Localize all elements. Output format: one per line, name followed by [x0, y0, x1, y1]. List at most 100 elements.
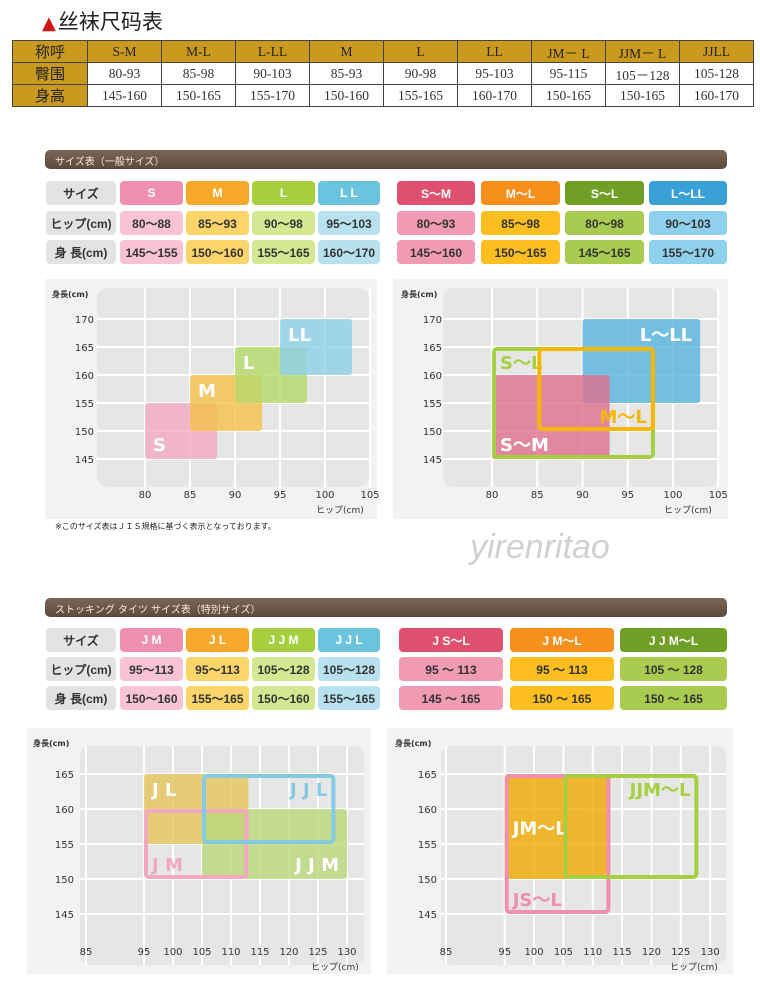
size-value: 95 ～ 113: [510, 657, 614, 681]
row-header-cell: 称呼: [12, 40, 88, 63]
size-badge: L～LL: [649, 181, 727, 205]
size-badge: S～M: [397, 181, 475, 205]
size-range-label: M: [198, 381, 216, 402]
row-label: 身 長(cm): [46, 686, 116, 710]
table-cell: 105-128: [679, 62, 754, 85]
y-tick-label: 165: [418, 770, 437, 781]
row-label: ヒップ(cm): [46, 211, 116, 235]
size-range-label: J M: [150, 855, 183, 876]
special-size-banner: ストッキング タイツ サイズ表（特別サイズ）: [45, 598, 727, 617]
size-value: 90～103: [649, 211, 727, 235]
size-range-label: JS～L: [511, 890, 562, 911]
x-tick-label: 105: [709, 490, 728, 501]
chart-3: 85 95 100 105 110 115 120 125 130 145 150 155 160 165…: [395, 738, 726, 973]
table-cell: M-L: [161, 40, 236, 63]
x-tick-label: 85: [531, 490, 544, 501]
x-tick-label: 90: [576, 490, 589, 501]
y-axis-label: 身長(cm): [52, 289, 88, 299]
x-tick-label: 95: [274, 490, 287, 501]
x-tick-label: 100: [163, 947, 182, 958]
size-badge: M: [186, 181, 249, 205]
x-tick-label: 85: [80, 947, 93, 958]
size-value: 150～165: [481, 240, 560, 264]
size-range-label: L: [243, 353, 254, 374]
size-value: 80～88: [120, 211, 183, 235]
x-axis-label: ヒップ(cm): [670, 962, 718, 973]
x-tick-label: 85: [440, 947, 453, 958]
size-value: 155～165: [186, 686, 249, 710]
y-tick-label: 165: [423, 343, 442, 354]
size-value: 95～113: [186, 657, 249, 681]
size-range-label: L～LL: [640, 325, 692, 346]
y-tick-label: 145: [55, 910, 74, 921]
x-tick-label: 110: [583, 947, 602, 958]
size-range-label: J J M: [293, 855, 339, 876]
x-tick-label: 115: [613, 947, 632, 958]
size-badge: L: [252, 181, 315, 205]
size-value: 150 ～ 165: [510, 686, 614, 710]
size-range-label: LL: [288, 325, 311, 346]
x-tick-label: 125: [671, 947, 690, 958]
y-axis-label: 身長(cm): [395, 738, 431, 748]
size-badge: J J M: [252, 628, 315, 652]
y-tick-label: 150: [55, 875, 74, 886]
size-badge: S: [120, 181, 183, 205]
y-tick-label: 155: [423, 399, 442, 410]
size-value: 145～160: [397, 240, 475, 264]
x-tick-label: 130: [337, 947, 356, 958]
size-range-label: JM～L: [511, 819, 567, 840]
triangle-icon: ▲: [42, 13, 56, 34]
row-label: サイズ: [46, 181, 116, 205]
table-cell: 95-103: [457, 62, 532, 85]
x-tick-label: 120: [642, 947, 661, 958]
size-range-label: J J L: [288, 780, 327, 801]
y-tick-label: 165: [75, 343, 94, 354]
x-axis-label: ヒップ(cm): [316, 505, 364, 516]
table-cell: 150-160: [309, 84, 384, 107]
size-range-outline: [504, 774, 611, 914]
table-cell: 145-160: [87, 84, 162, 107]
size-value: 155～170: [649, 240, 727, 264]
y-tick-label: 170: [75, 315, 94, 326]
x-tick-label: 95: [621, 490, 634, 501]
table-row: 臀围 80-93 85-98 90-103 85-93 90-98 95-103 95-115…: [12, 62, 754, 85]
size-value: 150 ～ 165: [620, 686, 727, 710]
table-cell: 95-115: [531, 62, 606, 85]
x-tick-label: 90: [229, 490, 242, 501]
chart-2: 85 95 100 105 110 115 120 125 130 145 150 155 160 165…: [33, 738, 364, 973]
table-cell: 155-170: [235, 84, 310, 107]
size-range-outline: [563, 774, 699, 879]
x-tick-label: 105: [192, 947, 211, 958]
size-value: 85～98: [481, 211, 560, 235]
y-tick-label: 150: [75, 427, 94, 438]
size-range-label: S: [153, 435, 166, 456]
table-cell: 160-170: [679, 84, 754, 107]
x-tick-label: 100: [315, 490, 334, 501]
table-cell: 150-165: [531, 84, 606, 107]
x-tick-label: 95: [138, 947, 151, 958]
x-tick-label: 120: [279, 947, 298, 958]
size-range-label: S～L: [500, 353, 542, 374]
y-tick-label: 145: [418, 910, 437, 921]
size-badge: J J L: [318, 628, 380, 652]
size-value: 150～160: [120, 686, 183, 710]
y-tick-label: 155: [418, 840, 437, 851]
x-tick-label: 100: [663, 490, 682, 501]
row-header-cell: 臀围: [12, 62, 88, 85]
size-range-label: JJM～L: [628, 780, 691, 801]
y-tick-label: 160: [75, 371, 94, 382]
size-range-box: [492, 375, 610, 459]
size-value: 90～98: [252, 211, 315, 235]
size-badge: J J M～L: [620, 628, 727, 652]
y-tick-label: 160: [55, 805, 74, 816]
size-value: 150～160: [252, 686, 315, 710]
table-cell: JM－ L: [531, 40, 606, 63]
x-tick-label: 130: [701, 947, 720, 958]
table-cell: 150-165: [161, 84, 236, 107]
size-badge: J M: [120, 628, 183, 652]
size-value: 105～128: [252, 657, 315, 681]
size-value: 95～113: [120, 657, 183, 681]
size-value: 145～165: [565, 240, 644, 264]
x-tick-label: 105: [554, 947, 573, 958]
